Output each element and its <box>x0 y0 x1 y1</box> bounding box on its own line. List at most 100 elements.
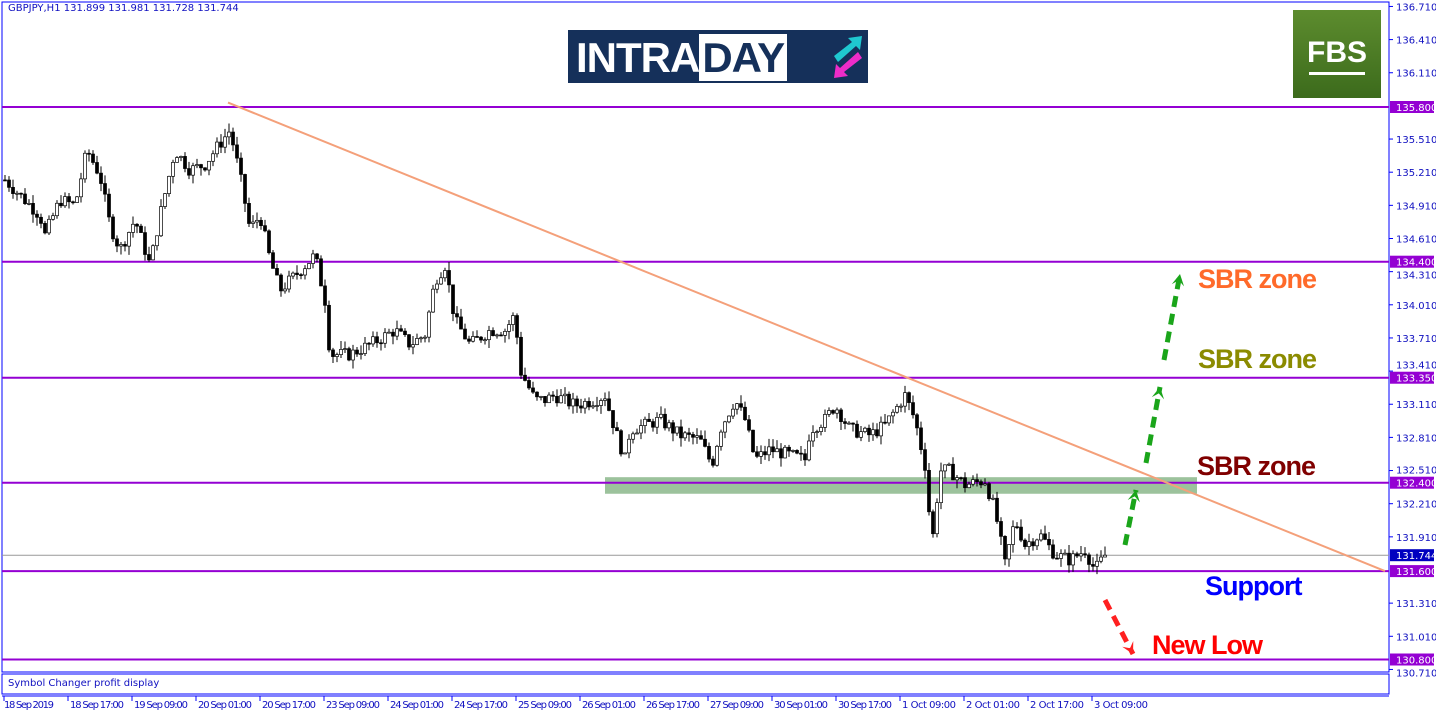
current-price-tag: 131.744 <box>1396 551 1436 562</box>
candle-body <box>51 215 55 220</box>
intraday-logo: INTRADAY <box>568 30 868 83</box>
y-tick-label: 134.610 <box>1396 234 1436 245</box>
candle-body <box>1023 539 1027 547</box>
candle-body <box>1039 533 1043 541</box>
candle-body <box>963 477 967 489</box>
candle-body <box>31 203 35 215</box>
candle-body <box>1079 553 1083 557</box>
candle-body <box>663 413 667 429</box>
candle-body <box>203 167 207 171</box>
candle-body <box>571 398 575 407</box>
candle-body <box>887 415 891 424</box>
x-tick-label: 18 Sep 2019 <box>4 700 54 711</box>
candle-body <box>171 162 175 177</box>
candle-body <box>1095 560 1099 567</box>
y-tick-label: 131.310 <box>1396 599 1436 610</box>
candle-body <box>835 409 839 414</box>
level-price-tag-bg <box>1390 255 1434 268</box>
candle-body <box>527 380 531 389</box>
candle-body <box>1047 539 1051 546</box>
candle-body <box>991 497 995 500</box>
candle-body <box>943 464 947 472</box>
candle-body <box>1099 556 1103 562</box>
x-tick-label: 24 Sep 01:00 <box>390 700 444 711</box>
candle-body <box>719 431 723 447</box>
candle-body <box>1019 526 1023 541</box>
candle-body <box>123 244 127 247</box>
candle-body <box>579 405 583 409</box>
candle-body <box>831 410 835 414</box>
level-price-tag: 135.800 <box>1396 103 1436 114</box>
candle-body <box>611 410 615 429</box>
candle-body <box>427 311 431 338</box>
candle-body <box>667 422 671 429</box>
candle-body <box>923 449 927 471</box>
x-tick-label: 1 Oct 09:00 <box>902 700 956 711</box>
sbr-zone-rect <box>605 477 1197 494</box>
candle-body <box>43 223 47 234</box>
candle-body <box>1071 553 1075 566</box>
candle-body <box>759 451 763 457</box>
annotation-new-low: New Low <box>1152 630 1263 660</box>
candle-body <box>1015 526 1019 529</box>
candle-body <box>451 284 455 314</box>
candle-body <box>519 336 523 376</box>
candle-body <box>559 395 563 404</box>
y-tick-label: 136.410 <box>1396 36 1436 47</box>
candle-body <box>407 334 411 348</box>
candle-body <box>555 395 559 404</box>
plot-frame <box>1 1 1390 673</box>
candle-body <box>547 394 551 404</box>
candle-body <box>271 252 275 269</box>
candle-body <box>839 409 843 423</box>
candle-body <box>683 432 687 439</box>
candle-body <box>1067 552 1071 566</box>
y-tick-label: 132.210 <box>1396 500 1436 511</box>
candle-body <box>795 450 799 454</box>
candle-body <box>131 223 135 233</box>
candle-body <box>111 216 115 240</box>
candle-body <box>1075 553 1079 557</box>
candle-body <box>423 336 427 339</box>
candle-body <box>55 202 59 217</box>
candle-body <box>591 405 595 408</box>
candle-body <box>507 324 511 332</box>
candle-body <box>587 401 591 408</box>
candle-body <box>983 483 987 486</box>
candle-body <box>387 331 391 334</box>
candle-body <box>67 196 71 203</box>
y-tick-label: 132.810 <box>1396 433 1436 444</box>
bull-arrow-1-head-icon <box>1127 490 1140 503</box>
candle-body <box>307 263 311 270</box>
candle-body <box>659 413 663 418</box>
candle-body <box>375 336 379 344</box>
candle-body <box>791 450 795 452</box>
candle-body <box>207 160 211 171</box>
candle-body <box>23 193 27 204</box>
candle-body <box>595 405 599 407</box>
candle-body <box>771 446 775 453</box>
candle-body <box>767 446 771 456</box>
candle-body <box>211 153 215 162</box>
candle-body <box>655 417 659 428</box>
candle-body <box>263 225 267 232</box>
bull-arrow-1-shaft <box>1122 489 1139 546</box>
y-tick-label: 134.310 <box>1396 271 1436 282</box>
candle-body <box>283 288 287 292</box>
y-tick-label: 131.010 <box>1396 632 1436 643</box>
candle-body <box>787 446 791 452</box>
candle-body <box>179 156 183 158</box>
candle-body <box>1035 539 1039 547</box>
candle-body <box>803 453 807 461</box>
candle-body <box>1083 553 1087 556</box>
candle-body <box>551 394 555 397</box>
candle-body <box>863 427 867 432</box>
candle-body <box>99 172 103 184</box>
candle-body <box>431 288 435 313</box>
x-tick-label: 26 Sep 17:00 <box>646 700 700 711</box>
candle-body <box>615 427 619 432</box>
candle-body <box>11 187 15 194</box>
candle-body <box>15 192 19 195</box>
x-tick-label: 2 Oct 17:00 <box>1030 700 1084 711</box>
